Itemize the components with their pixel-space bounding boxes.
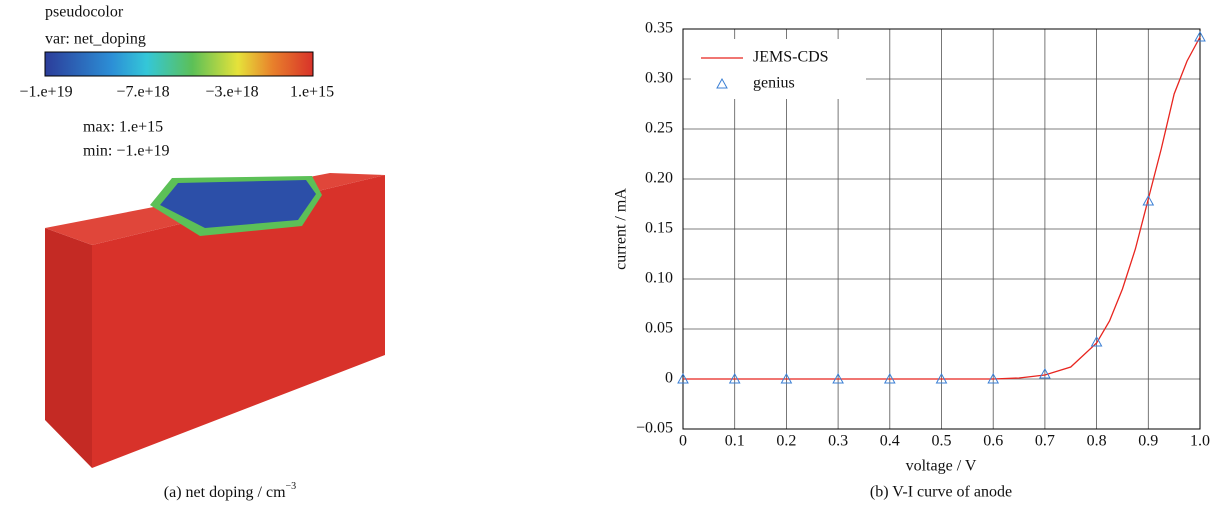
figure: pseudocolor var: net_doping −1.e+19 −7.e…	[0, 0, 1221, 508]
y-tick-label: 0.25	[645, 120, 673, 137]
y-tick-label: 0.05	[645, 320, 673, 337]
y-axis-label: current / mA	[613, 188, 630, 270]
x-axis-label: voltage / V	[906, 458, 977, 475]
caption-text: (a) net doping / cm	[164, 484, 286, 501]
x-tick-label: 0.7	[1035, 433, 1055, 450]
min-text: min: −1.e+19	[83, 143, 169, 160]
left-panel: pseudocolor var: net_doping −1.e+19 −7.e…	[19, 4, 385, 501]
block-side	[45, 228, 92, 468]
colorbar-label: 1.e+15	[290, 84, 334, 101]
caption: (b) V-I curve of anode	[870, 484, 1012, 501]
colorbar	[45, 52, 313, 76]
max-text: max: 1.e+15	[83, 119, 163, 136]
x-tick-label: 0	[679, 433, 687, 450]
device-block	[45, 173, 385, 468]
x-tick-label: 0.2	[776, 433, 796, 450]
y-tick-label: 0.35	[645, 20, 673, 37]
x-tick-label: 0.4	[880, 433, 900, 450]
x-tick-label: 0.6	[983, 433, 1003, 450]
y-tick-label: 0.20	[645, 170, 673, 187]
caption: (a) net doping / cm−3	[164, 481, 296, 500]
legend-var: var: net_doping	[45, 31, 146, 48]
x-tick-label: 1.0	[1190, 433, 1210, 450]
legend-title: pseudocolor	[45, 4, 124, 21]
chart: voltage / V current / mA (b) V-I curve o…	[613, 20, 1210, 501]
y-tick-label: 0	[665, 370, 673, 387]
x-tick-label: 0.8	[1087, 433, 1107, 450]
colorbar-label: −7.e+18	[116, 84, 169, 101]
legend-label: JEMS-CDS	[753, 49, 829, 66]
colorbar-label: −3.e+18	[205, 84, 258, 101]
x-tick-label: 0.1	[725, 433, 745, 450]
y-tick-label: 0.10	[645, 270, 673, 287]
y-tick-label: 0.15	[645, 220, 673, 237]
x-tick-label: 0.3	[828, 433, 848, 450]
y-tick-label: 0.30	[645, 70, 673, 87]
y-tick-label: −0.05	[636, 420, 673, 437]
caption-sup: −3	[286, 481, 297, 492]
x-tick-label: 0.5	[932, 433, 952, 450]
legend-label: genius	[753, 75, 795, 92]
x-tick-label: 0.9	[1138, 433, 1158, 450]
colorbar-label: −1.e+19	[19, 84, 72, 101]
